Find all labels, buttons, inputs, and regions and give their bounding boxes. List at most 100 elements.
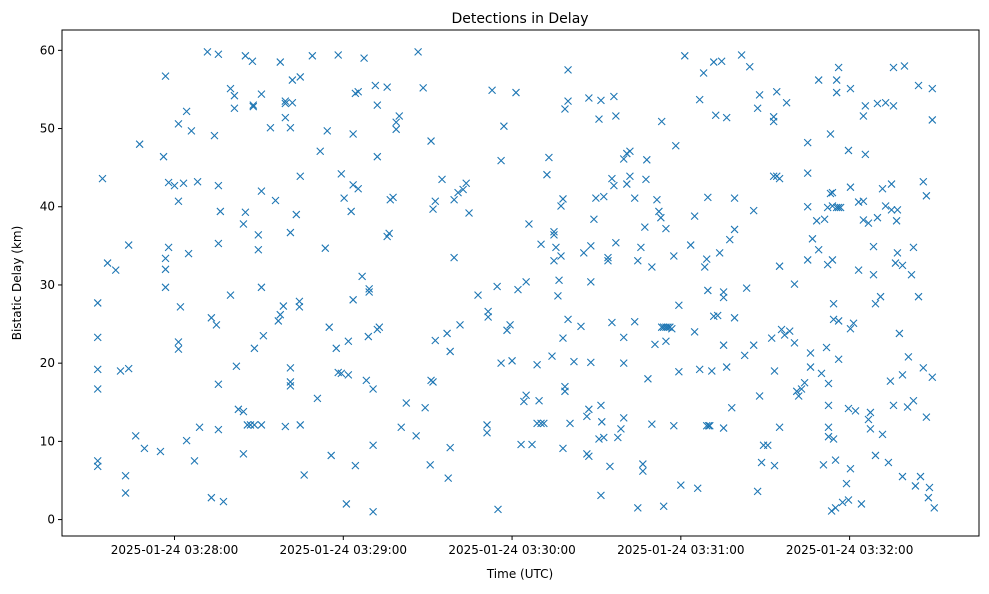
data-point-marker: [561, 382, 569, 391]
data-point-marker: [814, 245, 823, 254]
data-point-marker: [806, 349, 815, 357]
data-point-marker: [161, 265, 170, 274]
data-point-marker: [93, 365, 102, 374]
data-point-marker: [916, 472, 925, 481]
data-point-marker: [559, 444, 567, 453]
data-point-marker: [337, 170, 346, 178]
data-point-marker: [193, 177, 202, 186]
data-point-marker: [859, 112, 868, 120]
data-point-marker: [182, 107, 191, 116]
data-point-marker: [800, 378, 809, 387]
data-point-marker: [599, 192, 608, 201]
data-point-marker: [503, 326, 511, 335]
data-point-marker: [586, 277, 595, 286]
data-point-marker: [161, 254, 170, 263]
data-point-marker: [674, 301, 683, 310]
data-point-marker: [203, 48, 212, 56]
data-point-marker: [803, 169, 812, 178]
data-point-marker: [288, 76, 297, 84]
data-point-marker: [919, 177, 928, 186]
data-point-marker: [579, 249, 588, 257]
data-point-marker: [611, 238, 620, 247]
data-point-marker: [344, 371, 353, 379]
data-point-marker: [745, 62, 754, 71]
data-point-marker: [210, 131, 219, 140]
data-point-marker: [497, 359, 505, 368]
x-axis-label: Time (UTC): [486, 567, 553, 581]
y-axis-ticks: 0 10 20 30 40 50 60: [40, 43, 62, 527]
data-point-marker: [812, 216, 821, 225]
data-point-marker: [161, 72, 170, 81]
data-point-marker: [597, 401, 605, 410]
data-point-marker: [597, 491, 605, 500]
data-point-marker: [878, 184, 887, 193]
data-point-marker: [577, 322, 585, 331]
data-point-marker: [334, 368, 343, 377]
data-point-marker: [493, 282, 502, 291]
data-point-marker: [909, 396, 918, 405]
y-tick-label: 60: [40, 43, 55, 57]
data-point-marker: [566, 419, 574, 428]
data-point-marker: [344, 337, 353, 346]
data-point-marker: [271, 196, 280, 205]
data-point-marker: [184, 249, 193, 258]
y-tick-label: 50: [40, 122, 55, 136]
data-point-marker: [429, 378, 437, 386]
data-point-marker: [640, 223, 649, 231]
data-point-marker: [214, 50, 223, 59]
data-point-marker: [891, 259, 900, 267]
data-point-marker: [604, 253, 612, 262]
data-point-marker: [859, 197, 868, 206]
data-point-marker: [484, 307, 493, 316]
data-point-marker: [216, 207, 225, 216]
data-point-marker: [869, 270, 878, 279]
data-point-marker: [323, 126, 332, 135]
data-point-marker: [785, 327, 794, 335]
data-point-marker: [295, 302, 304, 311]
data-point-marker: [212, 320, 221, 329]
data-point-marker: [506, 320, 514, 329]
data-point-marker: [241, 208, 250, 217]
data-point-marker: [722, 363, 731, 371]
data-point-marker: [790, 280, 799, 289]
data-point-marker: [286, 228, 295, 237]
data-point-marker: [772, 87, 781, 96]
data-point-marker: [606, 462, 614, 471]
data-point-marker: [854, 266, 863, 274]
data-point-marker: [207, 493, 216, 502]
data-point-marker: [561, 105, 569, 113]
y-axis-label: Bistatic Delay (km): [10, 226, 24, 341]
data-point-marker: [846, 84, 855, 93]
data-point-marker: [249, 101, 258, 109]
data-point-marker: [557, 202, 565, 210]
data-point-marker: [895, 329, 904, 338]
data-point-marker: [824, 423, 833, 432]
y-tick-label: 30: [40, 278, 55, 292]
data-point-marker: [695, 95, 704, 104]
data-point-marker: [769, 172, 778, 181]
data-point-marker: [111, 266, 120, 274]
data-point-marker: [443, 329, 451, 338]
data-point-marker: [249, 102, 258, 111]
data-point-marker: [230, 91, 239, 100]
data-point-marker: [647, 263, 656, 271]
data-point-marker: [308, 51, 317, 60]
y-tick-label: 40: [40, 200, 55, 214]
data-point-marker: [844, 496, 853, 504]
data-point-marker: [597, 96, 605, 105]
data-point-marker: [919, 363, 928, 372]
x-axis-ticks: 2025-01-24 03:28:00 2025-01-24 03:29:00 20…: [111, 536, 913, 557]
data-point-marker: [887, 180, 896, 188]
data-point-marker: [828, 202, 837, 210]
data-point-marker: [179, 179, 188, 188]
data-point-marker: [626, 147, 634, 156]
data-point-marker: [922, 413, 931, 422]
data-point-marker: [775, 423, 784, 432]
data-point-marker: [655, 207, 663, 216]
data-point-marker: [431, 197, 440, 206]
data-point-marker: [582, 412, 591, 421]
data-point-marker: [243, 421, 252, 429]
data-point-marker: [725, 235, 734, 244]
